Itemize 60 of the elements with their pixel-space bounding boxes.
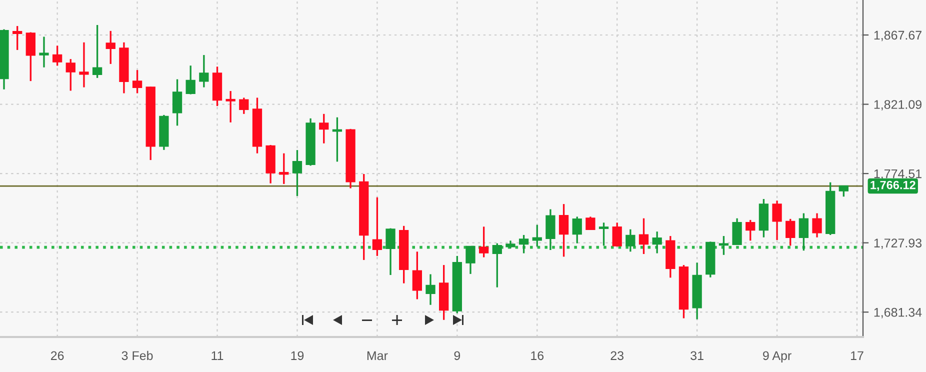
- x-tick-label: 19: [291, 351, 304, 360]
- candlestick: [652, 230, 662, 254]
- y-tick-label: 1,774.51: [874, 169, 922, 180]
- candlestick: [492, 242, 502, 288]
- candlestick: [518, 234, 529, 254]
- x-tick-label: 3 Feb: [122, 350, 153, 360]
- candlestick: [372, 196, 382, 257]
- candlestick: [292, 149, 302, 197]
- candlestick: [812, 212, 822, 238]
- candlestick: [466, 246, 476, 275]
- candlestick: [772, 200, 782, 241]
- candlestick: [558, 203, 569, 258]
- x-tick-label: 31: [690, 351, 704, 360]
- x-tick-label: Mar: [367, 351, 388, 360]
- ref-line-label: 1,766.12: [870, 180, 916, 191]
- x-tick-label: 17: [851, 351, 864, 360]
- candlestick: [279, 152, 289, 185]
- x-tick-label: 16: [531, 351, 544, 360]
- y-tick-label: 1,867.67: [874, 30, 922, 42]
- candlestick: [226, 90, 236, 124]
- candlestick: [746, 219, 756, 242]
- candlestick: [132, 69, 142, 94]
- candlestick: [598, 222, 609, 247]
- candlestick: [186, 64, 196, 96]
- candlestick: [626, 228, 636, 252]
- candlestick: [612, 222, 622, 248]
- candlestick: [572, 216, 582, 244]
- candlestick: [52, 44, 62, 67]
- candlestick: [66, 58, 76, 92]
- candlestick: [718, 235, 729, 256]
- y-tick-label: 1,681.34: [874, 308, 922, 318]
- candlestick: [92, 24, 102, 79]
- y-tick-label: 1,727.93: [874, 238, 922, 249]
- candlestick: [478, 226, 489, 258]
- candlestick: [412, 250, 422, 300]
- x-tick-label: 11: [212, 351, 224, 360]
- candlestick: [319, 113, 329, 144]
- x-tick-label: 26: [50, 351, 64, 360]
- candlestick: [39, 36, 49, 68]
- candlestick: [732, 217, 742, 246]
- candlestick: [386, 227, 396, 276]
- candlestick: [638, 217, 649, 255]
- candlestick: [838, 184, 848, 198]
- candlestick: [79, 42, 89, 88]
- x-tick-label: 9 Apr: [763, 351, 792, 363]
- candlestick: [798, 212, 809, 252]
- x-tick-label: 9: [454, 351, 460, 360]
- candlestick: [786, 218, 796, 247]
- candlestick: [12, 25, 22, 51]
- candlestick: [239, 96, 249, 115]
- x-tick-label: 23: [610, 351, 624, 360]
- candlestick: [586, 216, 596, 231]
- candlestick: [426, 273, 436, 306]
- candlestick: [532, 224, 542, 248]
- candlestick: [26, 31, 36, 82]
- candlestick: [106, 30, 116, 65]
- y-tick-label: 1,821.09: [874, 100, 922, 110]
- candlestick: [172, 78, 182, 127]
- candlestick: [199, 54, 209, 88]
- candlestick: [546, 208, 556, 251]
